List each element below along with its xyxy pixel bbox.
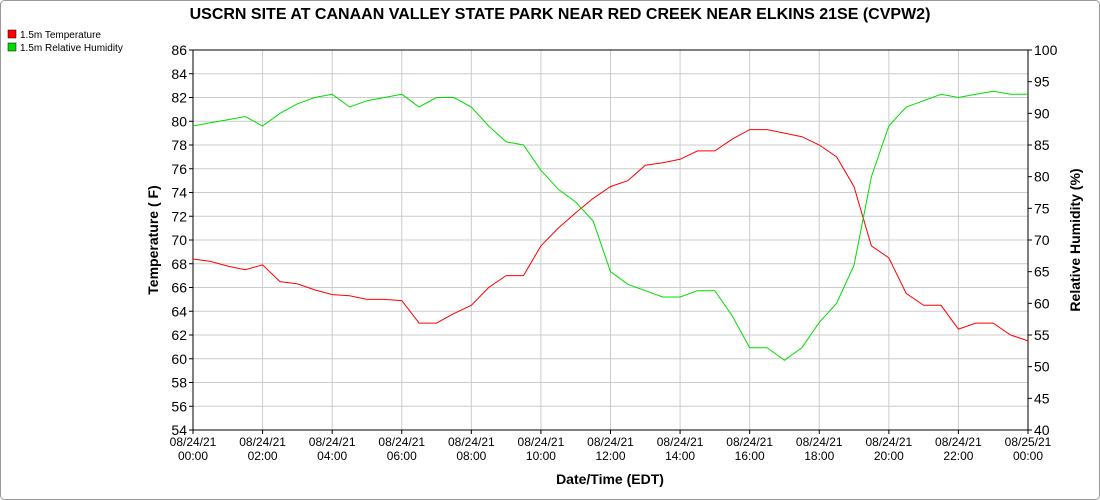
y-tick-label: 74 [171, 185, 187, 201]
x-axis-title: Date/Time (EDT) [556, 471, 664, 487]
y-tick-label: 58 [171, 375, 187, 391]
y2-tick-label: 50 [1034, 359, 1050, 375]
y2-tick-label: 100 [1034, 42, 1058, 58]
y-tick-label: 56 [171, 398, 187, 414]
y-tick-label: 78 [171, 137, 187, 153]
x-tick-label: 08/24/21 14:00 [657, 435, 704, 463]
y-axis-title: Temperature ( F) [145, 185, 161, 294]
y-tick-label: 70 [171, 232, 187, 248]
y-tick-label: 80 [171, 113, 187, 129]
x-tick-label: 08/24/21 10:00 [518, 435, 565, 463]
y2-tick-label: 80 [1034, 169, 1050, 185]
y-tick-label: 64 [171, 303, 187, 319]
y2-tick-label: 40 [1034, 422, 1050, 438]
y-tick-label: 76 [171, 161, 187, 177]
chart-title: USCRN SITE AT CANAAN VALLEY STATE PARK N… [190, 6, 931, 23]
y2-tick-label: 75 [1034, 200, 1050, 216]
legend-label: 1.5m Relative Humidity [20, 43, 123, 54]
data-line [192, 90, 1028, 361]
y-tick-label: 84 [171, 66, 187, 82]
x-tick-label: 08/24/21 06:00 [378, 435, 425, 463]
y2-tick-label: 85 [1034, 137, 1050, 153]
y-tick-label: 86 [171, 42, 187, 58]
data-line [192, 129, 1029, 342]
y-tick-label: 54 [171, 422, 187, 438]
y-tick-label: 82 [171, 90, 187, 106]
x-tick-label: 08/24/21 12:00 [587, 435, 634, 463]
x-tick-label: 08/24/21 02:00 [239, 435, 286, 463]
y2-tick-label: 45 [1034, 390, 1050, 406]
y-tick-label: 66 [171, 280, 187, 296]
x-tick-label: 08/24/21 16:00 [726, 435, 773, 463]
y2-axis-title: Relative Humidity (%) [1067, 168, 1083, 311]
legend-label: 1.5m Temperature [20, 30, 101, 41]
x-tick-label: 08/24/21 22:00 [935, 435, 982, 463]
legend-swatch [7, 42, 17, 52]
y2-tick-label: 70 [1034, 232, 1050, 248]
x-tick-label: 08/25/21 00:00 [1005, 435, 1052, 463]
y2-tick-label: 60 [1034, 295, 1050, 311]
y2-tick-label: 65 [1034, 264, 1050, 280]
y2-tick-label: 90 [1034, 105, 1050, 121]
y-tick-label: 72 [171, 208, 187, 224]
x-tick-label: 08/24/21 00:00 [170, 435, 217, 463]
plot-border [192, 49, 1029, 431]
x-tick-label: 08/24/21 04:00 [309, 435, 356, 463]
x-tick-label: 08/24/21 20:00 [865, 435, 912, 463]
y2-tick-label: 95 [1034, 74, 1050, 90]
legend-swatch [7, 29, 17, 39]
x-tick-label: 08/24/21 18:00 [796, 435, 843, 463]
y-tick-label: 60 [171, 351, 187, 367]
x-tick-label: 08/24/21 08:00 [448, 435, 495, 463]
y-tick-label: 62 [171, 327, 187, 343]
y-tick-label: 68 [171, 256, 187, 272]
y2-tick-label: 55 [1034, 327, 1050, 343]
